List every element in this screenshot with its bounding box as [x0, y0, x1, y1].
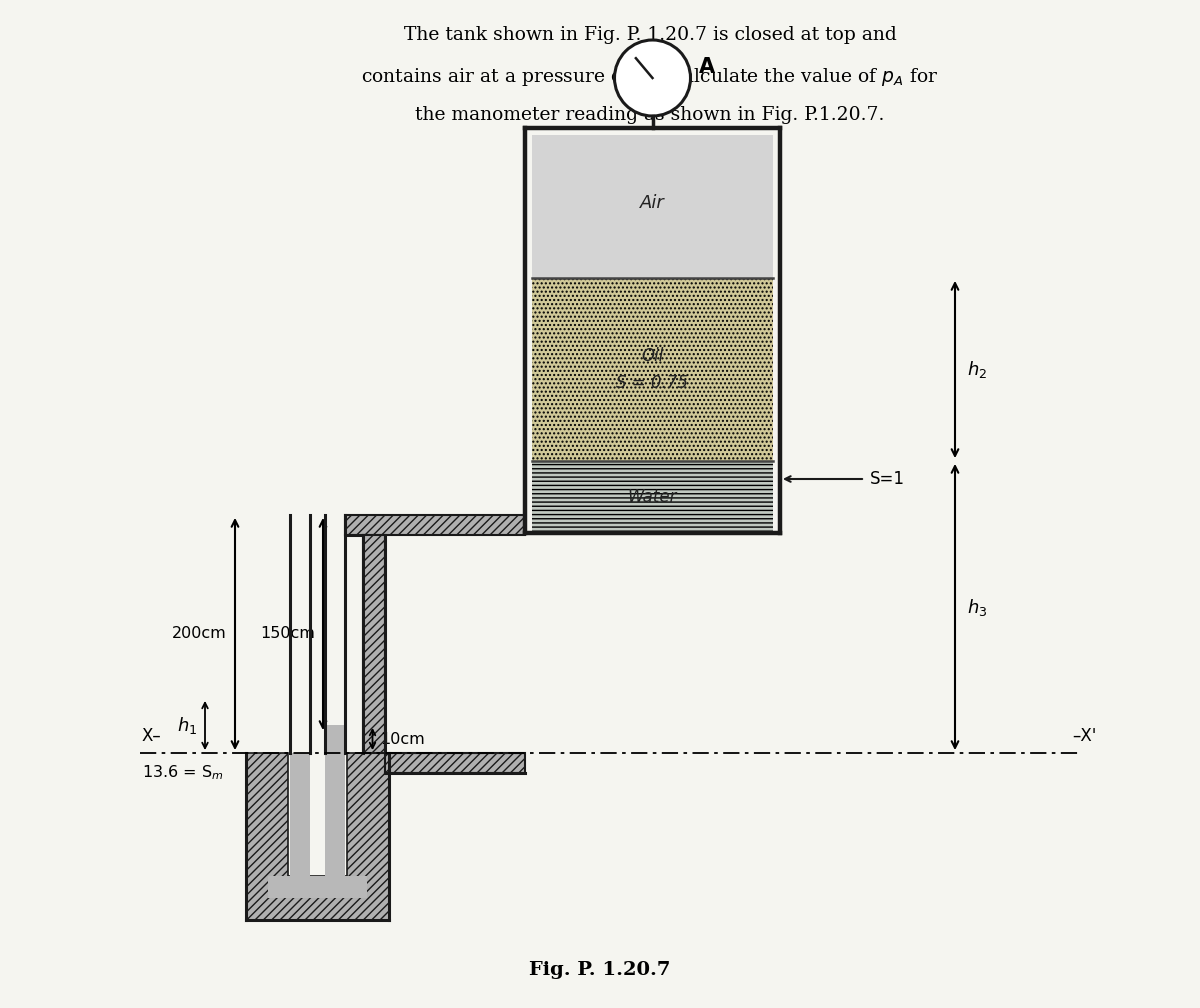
Text: Water: Water: [628, 488, 677, 506]
Text: $h_2$: $h_2$: [967, 359, 988, 380]
Text: 13.6 = S$_m$: 13.6 = S$_m$: [142, 763, 223, 781]
Text: the manometer reading as shown in Fig. P.1.20.7.: the manometer reading as shown in Fig. P…: [415, 106, 884, 124]
Text: –X': –X': [1072, 727, 1097, 745]
Polygon shape: [385, 753, 526, 773]
Polygon shape: [246, 753, 389, 920]
Polygon shape: [346, 515, 526, 535]
Text: $h_3$: $h_3$: [967, 597, 988, 618]
Text: Fig. P. 1.20.7: Fig. P. 1.20.7: [529, 961, 671, 979]
Text: X–: X–: [142, 727, 162, 745]
Text: 150cm: 150cm: [260, 627, 314, 641]
Text: $h_1$: $h_1$: [176, 715, 197, 736]
Text: S=1: S=1: [870, 470, 905, 488]
Text: 10cm: 10cm: [380, 732, 425, 747]
Polygon shape: [532, 278, 773, 461]
Text: contains air at a pressure of $p_A$. Calculate the value of $p_A$ for: contains air at a pressure of $p_A$. Cal…: [361, 66, 938, 88]
Polygon shape: [364, 535, 385, 753]
Polygon shape: [532, 135, 773, 278]
Text: Air: Air: [640, 194, 665, 212]
Text: 200cm: 200cm: [173, 627, 227, 641]
Text: A: A: [698, 56, 715, 77]
Text: The tank shown in Fig. P. 1.20.7 is closed at top and: The tank shown in Fig. P. 1.20.7 is clos…: [403, 26, 896, 44]
Circle shape: [614, 40, 690, 116]
Text: Oil
S = 0.75: Oil S = 0.75: [617, 348, 689, 392]
Polygon shape: [532, 461, 773, 533]
